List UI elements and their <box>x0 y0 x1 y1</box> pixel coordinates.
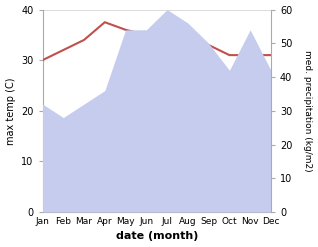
Y-axis label: max temp (C): max temp (C) <box>5 77 16 144</box>
Y-axis label: med. precipitation (kg/m2): med. precipitation (kg/m2) <box>303 50 313 172</box>
X-axis label: date (month): date (month) <box>115 231 198 242</box>
